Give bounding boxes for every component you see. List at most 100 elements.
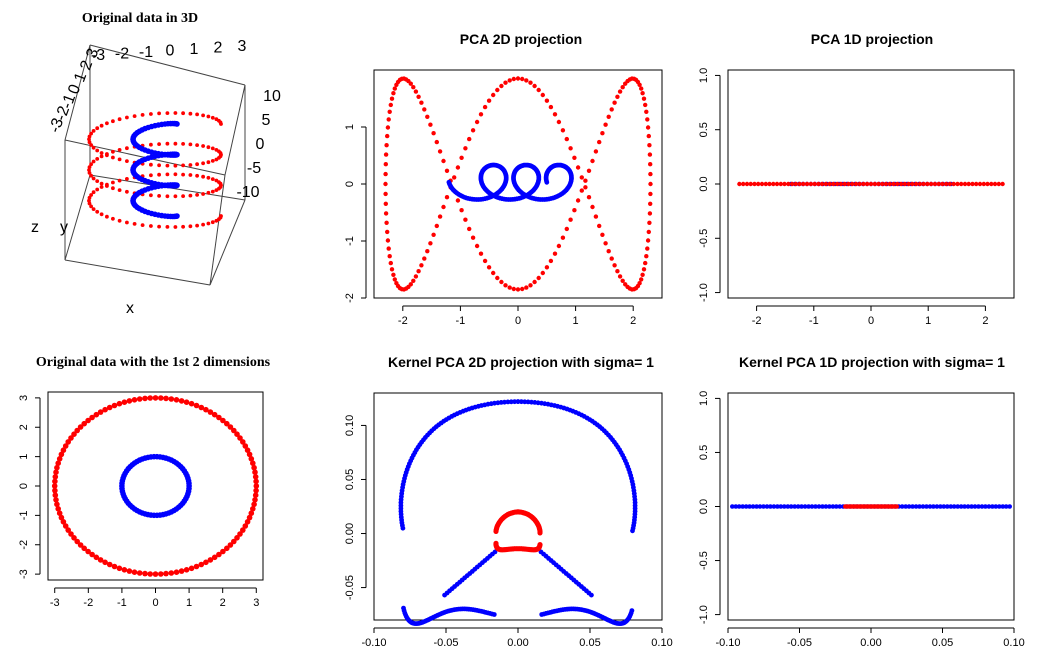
point-outer	[207, 409, 214, 415]
point-outer	[89, 204, 93, 209]
tick-label-left: -2	[52, 104, 73, 123]
plot-frame-pca-2d	[373, 69, 663, 299]
point-outer	[81, 545, 87, 552]
point-outer	[105, 153, 109, 158]
point-outer	[157, 111, 162, 116]
point-outer	[52, 487, 58, 494]
point-outer	[106, 404, 113, 411]
point-outer	[590, 204, 595, 210]
point-inner	[743, 504, 749, 509]
point-outer	[201, 174, 206, 179]
point-outer	[121, 399, 128, 406]
point-inner	[920, 504, 926, 509]
point-outer	[201, 161, 206, 166]
point-outer	[748, 181, 753, 187]
point-outer	[970, 181, 975, 187]
point-inner	[837, 504, 843, 509]
point-inner	[820, 504, 825, 509]
point-outer	[883, 181, 889, 187]
point-outer	[823, 181, 829, 187]
point-outer	[499, 83, 504, 89]
point-outer	[111, 216, 115, 221]
point-outer	[195, 173, 200, 178]
point-outer	[142, 570, 148, 577]
point-outer	[482, 104, 488, 110]
point-outer	[214, 188, 219, 193]
point-inner	[816, 504, 822, 509]
x-tick-label: 0	[868, 315, 874, 327]
box-edge	[89, 44, 246, 86]
point-outer	[383, 152, 389, 157]
point-outer	[220, 548, 226, 555]
point-outer	[201, 222, 206, 227]
point-outer	[646, 229, 651, 235]
y-tick-label: 0.0	[698, 176, 710, 191]
point-outer	[515, 287, 521, 292]
point-outer	[606, 114, 611, 120]
point-outer	[865, 181, 870, 187]
point-outer	[77, 542, 84, 548]
point-outer	[774, 181, 780, 187]
point-outer	[188, 111, 193, 116]
point-outer	[640, 91, 645, 96]
point-outer	[65, 527, 71, 533]
point-outer	[835, 181, 840, 187]
point-outer	[91, 129, 96, 133]
point-outer	[640, 272, 645, 277]
point-outer	[214, 157, 219, 162]
point-outer	[102, 559, 108, 566]
point-outer	[902, 181, 907, 187]
x-tick-label: -1	[809, 315, 819, 327]
point-outer	[116, 565, 123, 572]
point-outer	[152, 395, 159, 401]
point-outer	[996, 181, 1001, 187]
point-outer	[532, 83, 537, 89]
plot-frame-original-2d	[47, 391, 264, 581]
tick-label-left: -1	[58, 92, 79, 111]
point-outer	[132, 114, 137, 118]
point-outer	[85, 417, 91, 424]
point-inner	[809, 504, 815, 509]
scatter-marks-pca-1d	[737, 181, 1005, 187]
3d-point-marks	[87, 111, 223, 229]
point-inner	[778, 504, 784, 509]
point-outer	[413, 89, 419, 94]
point-inner	[924, 504, 929, 509]
y-tick-label: -1.0	[698, 283, 710, 302]
point-outer	[572, 155, 577, 160]
point-outer	[168, 570, 175, 576]
point-outer	[181, 163, 186, 168]
point-outer	[639, 277, 644, 282]
point-inner	[965, 504, 971, 509]
point-outer	[149, 162, 153, 167]
point-outer	[219, 122, 223, 126]
point-outer	[540, 92, 545, 98]
point-inner	[775, 504, 780, 509]
point-outer	[422, 107, 427, 112]
point-inner	[589, 592, 594, 598]
x-tick-label: -1	[456, 315, 466, 327]
point-outer	[188, 173, 193, 177]
point-outer	[56, 510, 63, 516]
point-outer	[234, 431, 240, 438]
point-inner	[736, 504, 742, 509]
point-outer	[647, 152, 653, 157]
point-outer	[544, 98, 550, 103]
point-outer	[158, 395, 164, 401]
point-outer	[111, 402, 118, 409]
point-outer	[778, 181, 783, 187]
point-inner	[830, 504, 836, 509]
y-tick-label: 0	[18, 483, 30, 489]
point-outer	[955, 181, 960, 187]
x-tick-label: 1	[573, 315, 579, 327]
point-outer	[639, 86, 644, 91]
point-outer	[491, 92, 496, 98]
point-outer	[87, 137, 91, 142]
point-outer	[55, 506, 61, 512]
y-tick-label: -0.05	[344, 575, 356, 600]
point-inner	[764, 504, 770, 509]
point-outer	[74, 538, 80, 545]
x-tick-label: 2	[220, 597, 226, 609]
point-outer	[928, 181, 934, 187]
point-inner	[539, 612, 545, 617]
